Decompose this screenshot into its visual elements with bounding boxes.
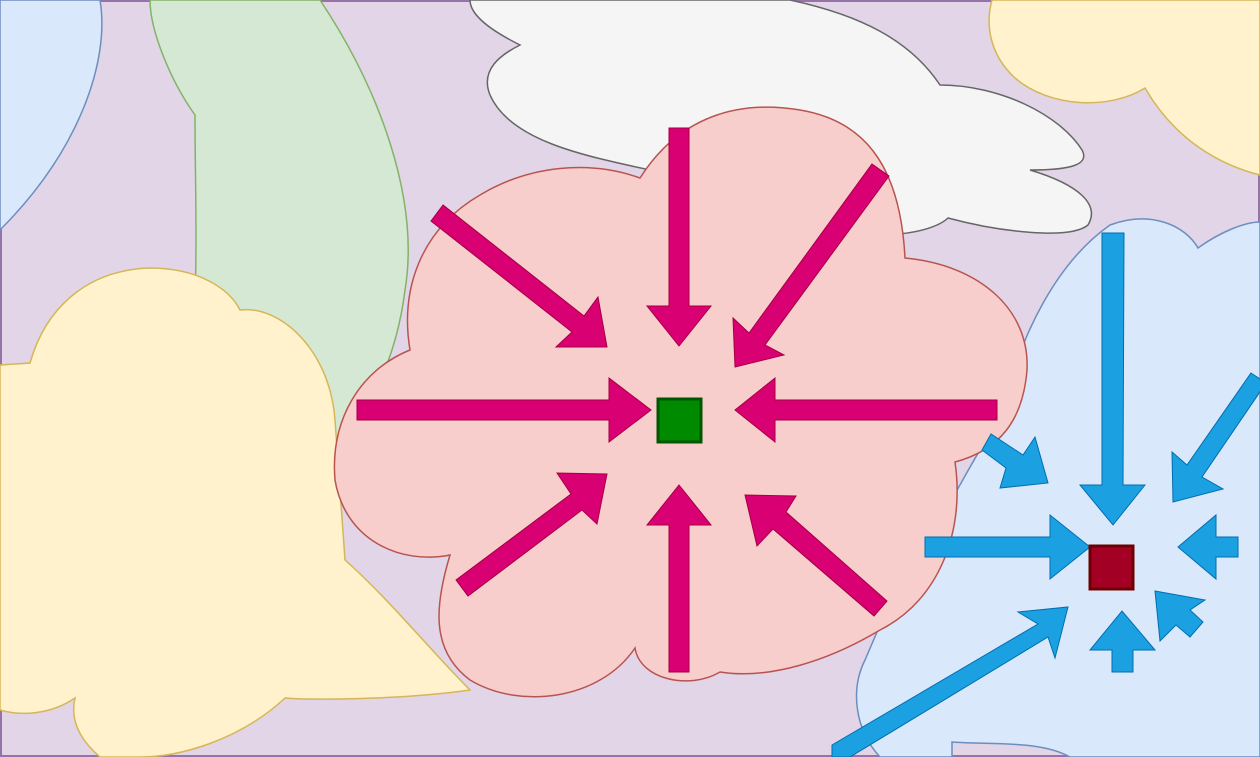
blue-cloud-top-left (0, 0, 103, 232)
blue-arrow-right (1177, 513, 1239, 581)
yellow-cloud-top-right (988, 0, 1260, 176)
magenta-arrow-top-left (430, 204, 608, 348)
magenta-arrow-right (734, 376, 998, 444)
blue-arrow-bottom (1088, 610, 1157, 673)
blue-arrow-top-left (981, 433, 1049, 489)
magenta-arrow-top (645, 127, 713, 347)
blue-arrow-bottom-right (1154, 590, 1207, 643)
blue-arrow-bottom-left (831, 606, 1069, 757)
blue-arrow-top (1078, 232, 1147, 526)
red-target-square (1088, 544, 1135, 591)
green-target-square (656, 397, 703, 444)
yellow-cloud-bottom-left (0, 267, 472, 757)
magenta-arrow-bottom-right (744, 494, 888, 617)
magenta-arrow-left (356, 376, 652, 444)
blue-arrow-left (924, 513, 1091, 581)
magenta-arrow-top-right (732, 163, 890, 368)
blue-arrow-top-right (1171, 372, 1260, 503)
magenta-arrow-bottom-left (455, 472, 608, 597)
magenta-arrow-bottom (645, 484, 713, 673)
